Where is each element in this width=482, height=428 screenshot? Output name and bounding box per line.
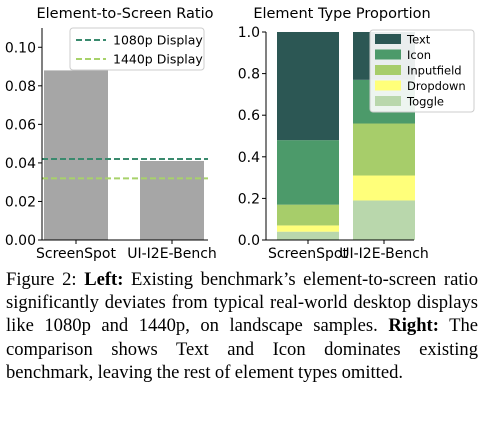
left-x-tick-label: ScreenSpot [36, 246, 116, 262]
legend-label-inputfield: Inputfield [407, 64, 462, 78]
left-chart-legend: 1080p Display 1440p Display [69, 27, 205, 71]
caption-left-text: Existing benchmark’s element-to-screen r… [6, 269, 478, 337]
legend-swatch-icon [375, 49, 401, 60]
caption-prefix: Figure 2: [6, 269, 85, 290]
element-type-proportion-chart: Element Type Proportion 0.0 0.2 0.4 0.6 0.8 1… [238, 6, 475, 262]
bar-ui-i2e-bench-toggle [353, 200, 415, 240]
figure-charts: Element-to-Screen Ratio 0.00 0.02 0.04 0.06… [5, 6, 475, 262]
legend-swatch-dropdown [375, 80, 401, 91]
legend-swatch-toggle [375, 96, 401, 106]
left-y-tick-label: 0.02 [5, 194, 36, 210]
bar-ui-i2e-bench-inputfield [353, 123, 415, 176]
bar-screenspot [44, 70, 108, 241]
right-y-tick-label: 1.0 [238, 25, 260, 41]
legend-swatch-text [375, 34, 401, 44]
left-y-tick-label: 0.00 [5, 233, 36, 249]
right-x-tick-label: ScreenSpot [268, 246, 348, 262]
legend-label-dropdown: Dropdown [407, 79, 466, 93]
right-y-tick-label: 0.0 [238, 233, 260, 249]
bar-screenspot-dropdown [277, 225, 339, 232]
legend-label-icon: Icon [407, 48, 431, 62]
left-y-tick-label: 0.08 [5, 79, 36, 95]
bar-screenspot-inputfield [277, 204, 339, 226]
bar-screenspot-toggle [277, 231, 339, 240]
legend-label-1080p-display: 1080p Display [113, 33, 203, 48]
left-x-tick-label: UI-I2E-Bench [127, 246, 217, 262]
left-y-tick-label: 0.04 [5, 156, 36, 172]
left-y-tick-label: 0.06 [5, 117, 36, 133]
legend-swatch-inputfield [375, 65, 401, 75]
left-chart-title: Element-to-Screen Ratio [36, 6, 213, 22]
legend-label-1440p-display: 1440p Display [113, 52, 203, 67]
element-to-screen-ratio-chart: Element-to-Screen Ratio 0.00 0.02 0.04 0.06… [5, 6, 217, 262]
right-y-tick-label: 0.6 [238, 108, 260, 124]
caption-right-label: Right: [388, 315, 439, 337]
right-x-tick-label: UI-I2E-Bench [339, 246, 429, 262]
right-y-tick-label: 0.2 [238, 191, 260, 207]
right-y-tick-label: 0.8 [238, 67, 260, 83]
figure-caption: Figure 2: Left: Existing benchmark’s ele… [6, 268, 478, 384]
bar-ui-i2e-bench-dropdown [353, 175, 415, 201]
right-chart-title: Element Type Proportion [253, 6, 430, 22]
legend-label-text: Text [406, 33, 431, 47]
bar-screenspot-text [277, 32, 339, 141]
legend-label-toggle: Toggle [406, 95, 444, 109]
bar-ui-i2e-bench [140, 160, 204, 240]
right-y-tick-label: 0.4 [238, 150, 260, 166]
bar-screenspot-icon [277, 140, 339, 205]
left-y-tick-label: 0.10 [5, 40, 36, 56]
caption-left-label: Left: [84, 269, 124, 290]
caption-right-text: The comparison shows Text and Icon domin… [6, 315, 479, 383]
